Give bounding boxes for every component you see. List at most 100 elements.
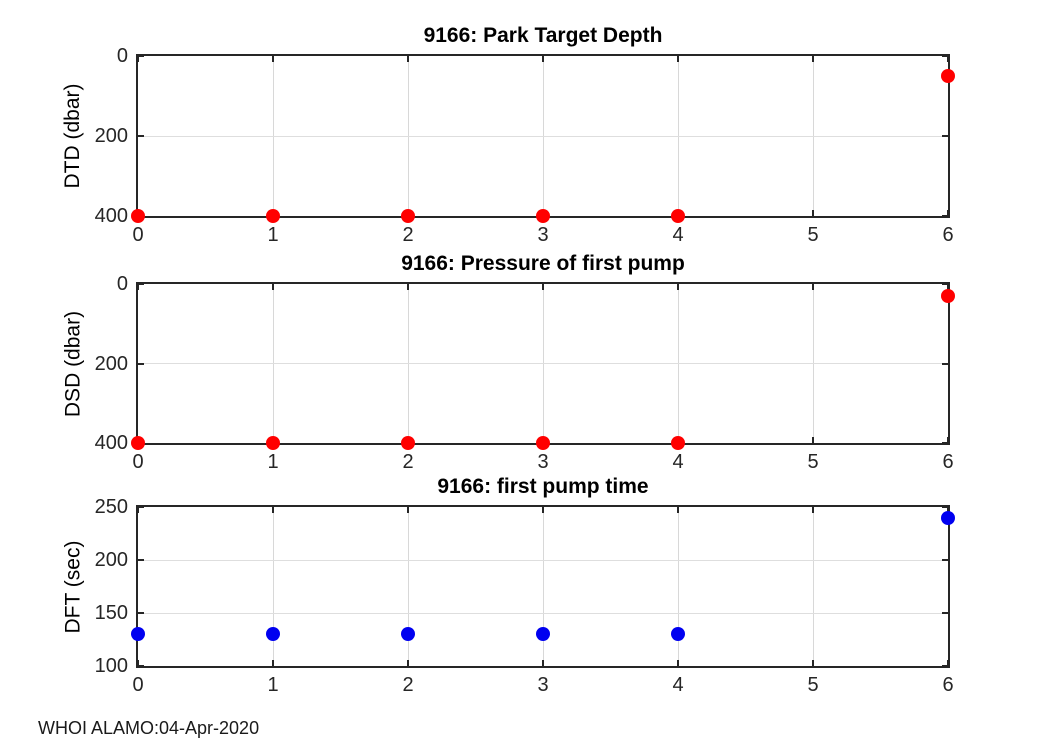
y-tick-label: 200 [94,549,128,571]
x-gridline [542,507,544,666]
y-tick [138,362,144,365]
data-point [401,436,415,450]
x-tick-label: 4 [672,451,684,473]
data-point [536,209,550,223]
y-tick-right [942,442,948,444]
x-tick-top [272,507,274,513]
x-tick-label: 5 [807,451,819,473]
y-gridline [138,135,948,137]
y-tick-right [942,55,948,57]
x-tick-label: 0 [132,224,144,246]
y-tick-label: 0 [116,273,128,295]
x-tick-label: 0 [132,451,144,473]
x-tick-top [272,56,274,62]
data-point [401,209,415,223]
x-tick [137,660,139,666]
x-gridline [272,507,274,666]
x-gridline [677,507,679,666]
x-tick-top [542,56,544,62]
y-tick [138,665,144,667]
x-tick-label: 6 [942,674,954,696]
y-tick [138,55,144,57]
y-tick [138,559,144,561]
x-tick-label: 2 [402,674,414,696]
x-tick-label: 1 [267,224,279,246]
y-tick-right [942,506,948,508]
x-tick-top [407,507,409,513]
x-tick-label: 1 [267,674,279,696]
figure-footer-watermark: WHOI ALAMO:04-Apr-2020 [38,718,260,738]
y-tick-right [942,283,948,285]
data-point [131,209,145,223]
x-tick-top [407,284,409,290]
data-point [266,436,280,450]
x-tick [407,660,409,666]
subplot-park-target-depth: 9166: Park Target Depth DTD (dbar) 0 1 2 3 4 5 6… [61,24,955,246]
y-tick-label: 150 [94,602,128,624]
x-tick-top [947,507,949,513]
x-tick-top [137,507,139,513]
data-point [671,627,685,642]
data-point [266,627,280,642]
data-point [131,436,145,450]
y-tick-right [942,362,948,365]
data-point [401,627,415,642]
plot-title: 9166: Park Target Depth [423,24,663,47]
x-tick [812,660,814,666]
x-tick-label: 5 [807,674,819,696]
data-point [671,209,685,223]
x-tick-top [812,507,814,513]
y-tick-label: 250 [94,496,128,518]
data-point [941,288,955,303]
x-tick-top [677,507,679,513]
x-tick-top [812,284,814,290]
y-gridline [138,612,948,614]
x-tick-label: 0 [132,674,144,696]
x-tick-top [542,507,544,513]
x-tick-label: 6 [942,451,954,473]
x-tick-top [407,56,409,62]
y-tick [138,612,144,614]
y-axis-label: DFT (sec) [61,540,84,633]
y-tick-label: 200 [94,352,128,375]
x-tick-top [947,56,949,62]
x-tick-top [677,56,679,62]
x-tick-top [542,284,544,290]
x-tick-label: 1 [267,451,279,473]
x-tick-label: 3 [537,674,549,696]
x-tick-top [812,56,814,62]
y-gridline [138,559,948,561]
y-tick-right [942,215,948,217]
data-point [266,209,280,223]
x-tick-label: 2 [402,451,414,473]
data-point [131,627,145,642]
x-tick [542,660,544,666]
data-point [536,627,550,642]
y-tick [138,283,144,285]
x-tick [272,660,274,666]
x-tick [947,210,949,216]
x-tick-label: 4 [672,224,684,246]
data-point [671,436,685,450]
x-tick-label: 3 [537,451,549,473]
x-tick [812,437,814,443]
x-tick [947,660,949,666]
x-tick [812,210,814,216]
data-point [941,69,955,83]
y-tick-label: 200 [94,125,128,147]
y-tick [138,135,144,137]
y-tick-right [942,612,948,614]
x-tick-top [677,284,679,290]
x-tick-label: 4 [672,674,684,696]
x-tick-label: 5 [807,224,819,246]
data-point [536,436,550,450]
y-tick-right [942,559,948,561]
x-gridline [812,507,814,666]
subplot-first-pump-time: 9166: first pump time DFT (sec) 0 1 2 3 4 5 6 100… [61,475,955,696]
y-tick [138,506,144,508]
plot-title: 9166: first pump time [437,475,649,498]
y-tick-label: 400 [94,432,128,454]
y-tick-label: 100 [94,655,128,677]
y-tick-right [942,665,948,667]
